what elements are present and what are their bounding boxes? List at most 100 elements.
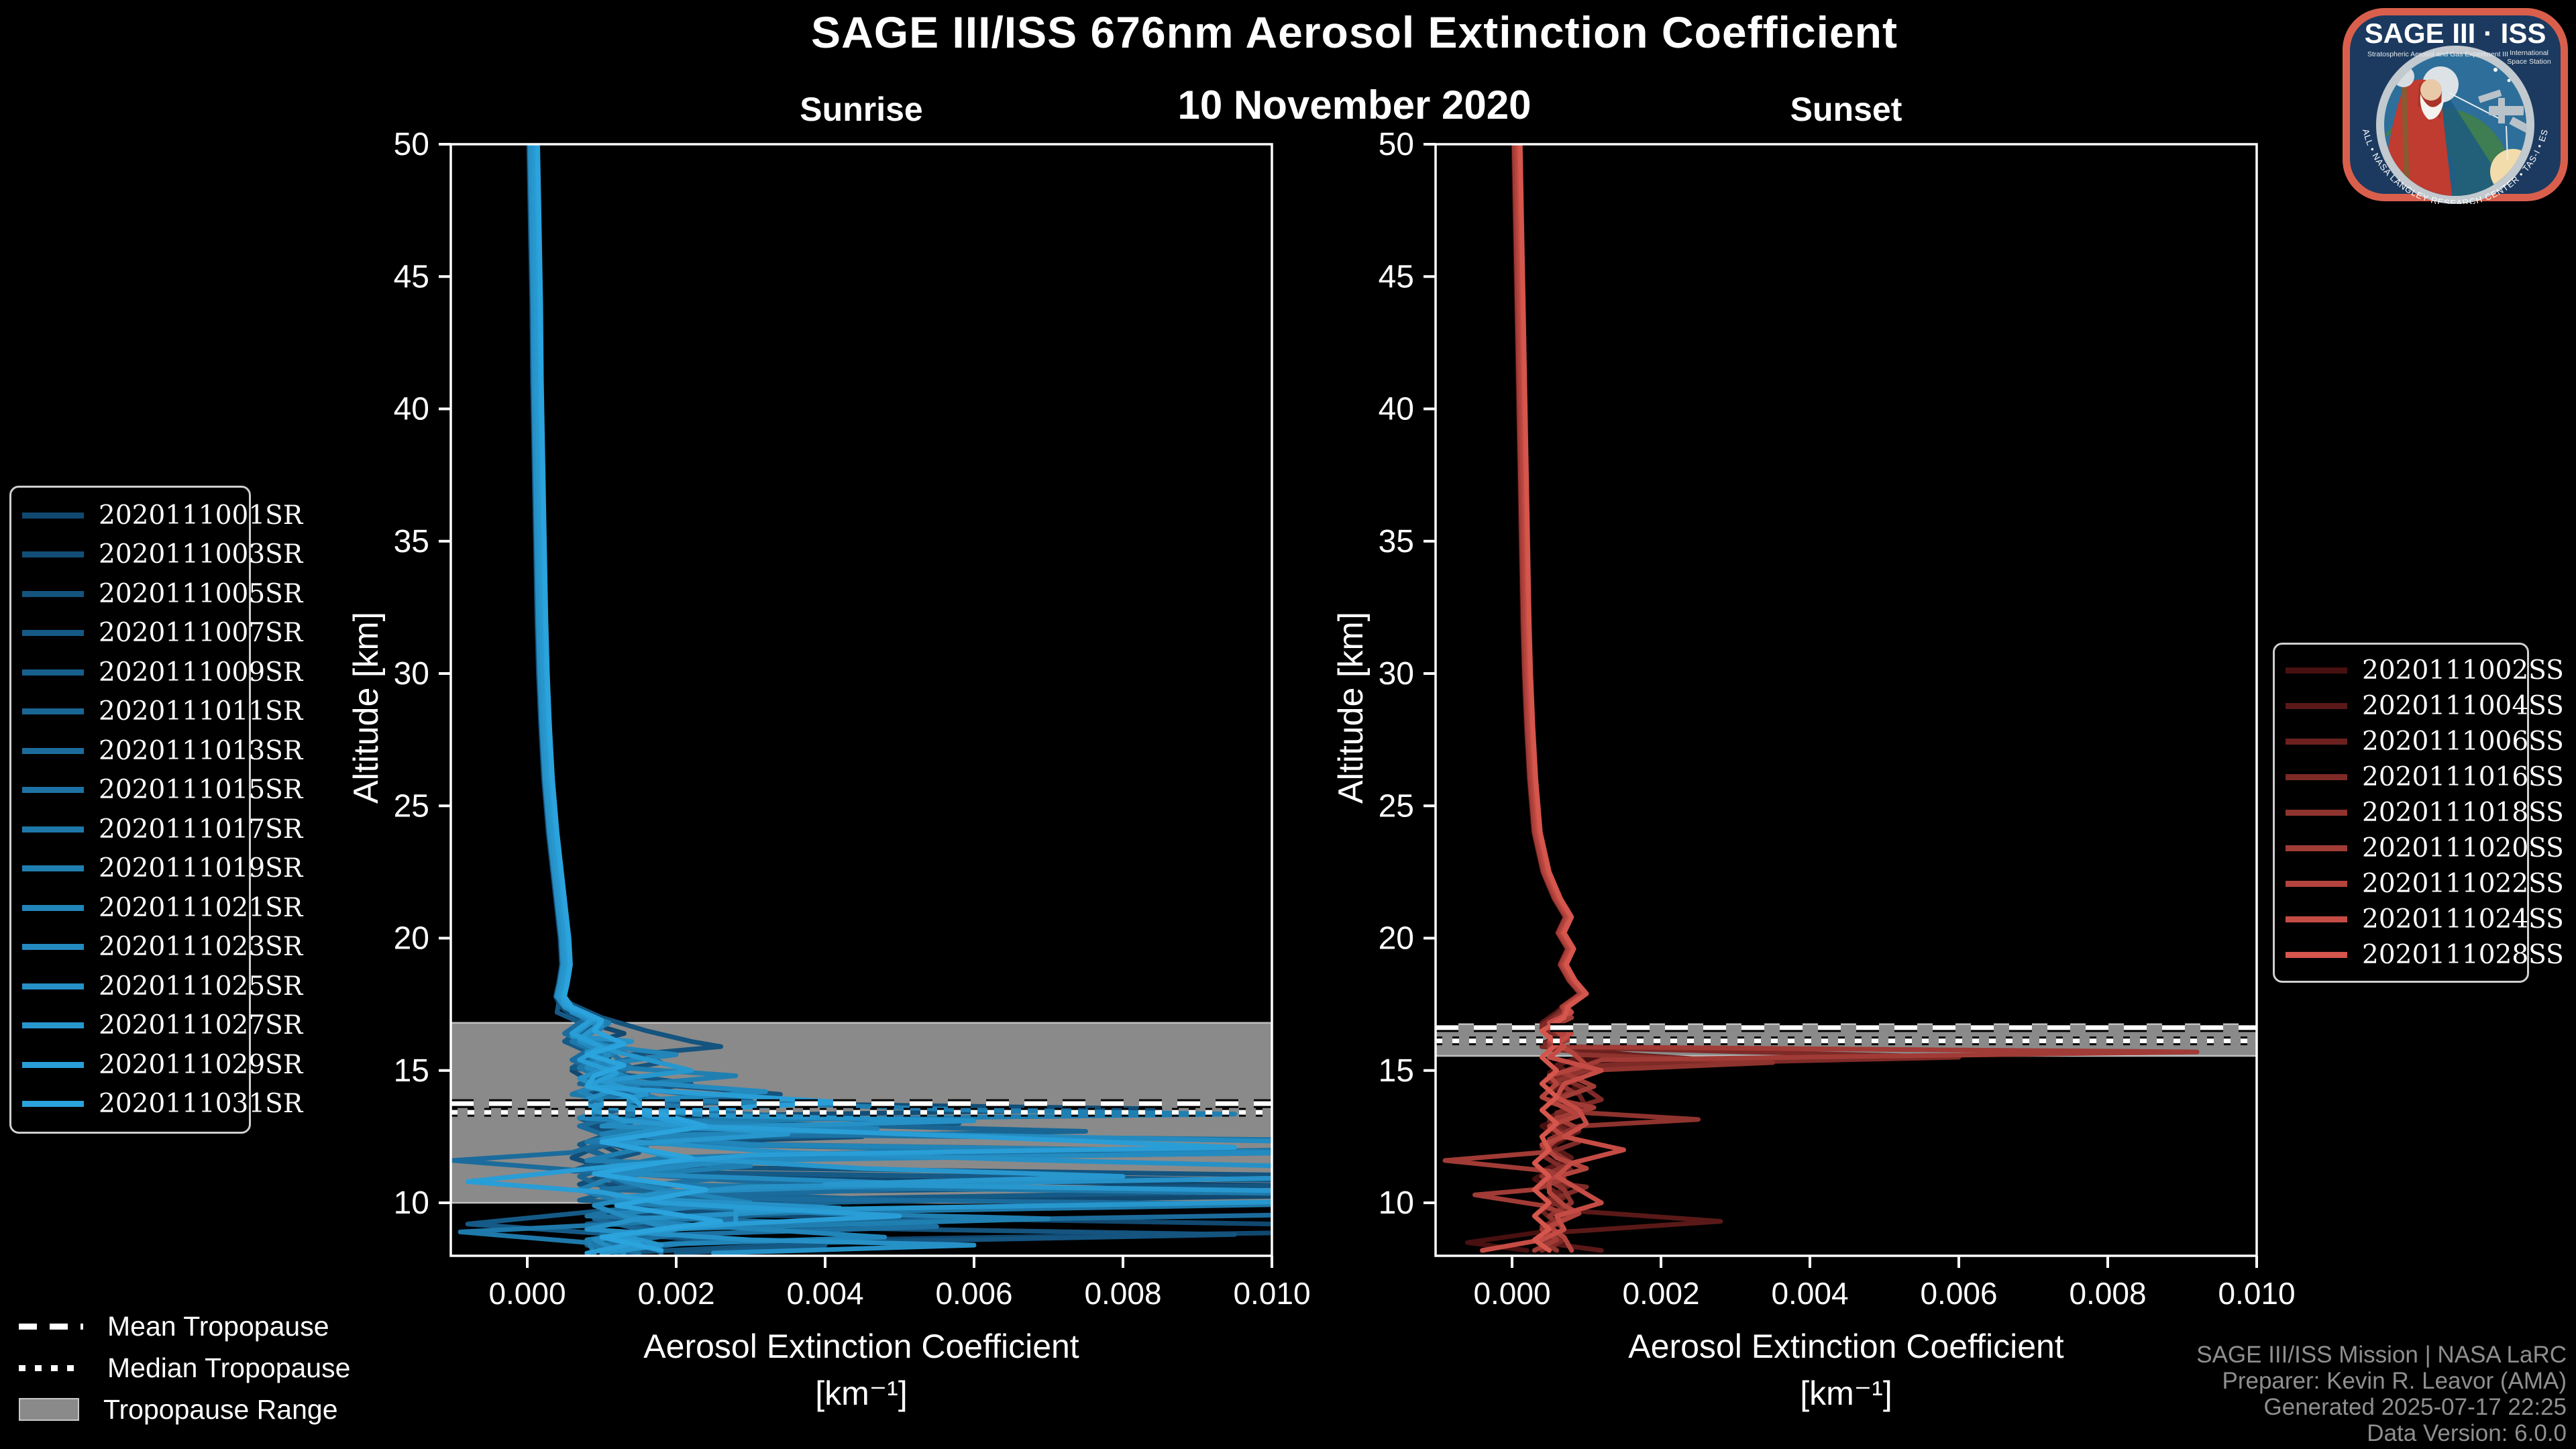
sunset-axes-border <box>1434 143 2258 1257</box>
series-name-label: 2020111031SR <box>99 1089 303 1120</box>
credits-block: SAGE III/ISS Mission | NASA LaRC Prepare… <box>2196 1342 2567 1446</box>
series-color-swatch <box>2286 774 2347 780</box>
series-color-swatch <box>22 865 84 872</box>
series-color-swatch <box>22 787 84 794</box>
legend-item-tropopause-range: Tropopause Range <box>19 1389 350 1430</box>
series-name-label: 2020111025SR <box>99 971 303 1002</box>
dotted-line-swatch <box>19 1364 83 1371</box>
series-name-label: 2020111029SR <box>99 1049 303 1080</box>
series-name-label: 2020111009SR <box>99 657 303 688</box>
legend-item: 2020111002SS <box>2286 653 2564 688</box>
credit-mission: SAGE III/ISS Mission | NASA LaRC <box>2196 1342 2567 1368</box>
y-tick-label: 45 <box>394 259 429 294</box>
legend-item: 2020111024SS <box>2286 902 2564 937</box>
x-tick-label: 0.000 <box>488 1276 566 1311</box>
y-tick-label: 15 <box>1379 1053 1414 1089</box>
y-tick-label: 35 <box>394 524 429 559</box>
x-tick-label: 0.002 <box>637 1276 714 1311</box>
sage-iii-iss-logo: SAGE III · ISS Stratospheric Aerosol and… <box>2340 5 2568 204</box>
series-color-swatch <box>22 1101 84 1108</box>
legend-item: 2020111006SS <box>2286 724 2564 759</box>
series-color-swatch <box>2286 845 2347 851</box>
y-tick-label: 50 <box>394 127 429 162</box>
series-name-label: 2020111023SR <box>99 932 303 963</box>
series-name-label: 2020111028SS <box>2362 940 2564 970</box>
x-tick-label: 0.010 <box>1233 1276 1310 1311</box>
y-axis-label-sunset: Altitude [km] <box>1332 611 1371 804</box>
series-color-swatch <box>22 1022 84 1029</box>
tropopause-range-label: Tropopause Range <box>103 1393 338 1425</box>
legend-item: 2020111023SR <box>22 928 303 967</box>
legend-item: 2020111027SR <box>22 1006 303 1046</box>
legend-item: 2020111011SR <box>22 692 303 732</box>
x-tick-label: 0.002 <box>1622 1276 1699 1311</box>
x-axis-label-line2: [km⁻¹] <box>815 1375 908 1412</box>
series-line-2020111002SS <box>1464 144 1634 1253</box>
series-name-label: 2020111013SR <box>99 735 303 766</box>
legend-item: 2020111001SR <box>22 496 303 535</box>
series-name-label: 2020111005SR <box>99 578 303 609</box>
credit-preparer: Preparer: Kevin R. Leavor (AMA) <box>2222 1368 2567 1394</box>
mean-tropopause-label: Mean Tropopause <box>107 1310 329 1342</box>
series-color-swatch <box>22 944 84 951</box>
y-tick-label: 20 <box>1379 921 1414 957</box>
credit-generated: Generated 2025-07-17 22:25 <box>2263 1394 2567 1420</box>
series-color-swatch <box>22 826 84 833</box>
credit-data-version: Data Version: 6.0.0 <box>2367 1420 2567 1446</box>
series-color-swatch <box>22 708 84 715</box>
series-name-label: 2020111007SR <box>99 618 303 649</box>
y-tick-label: 30 <box>1379 656 1414 692</box>
x-tick-label: 0.004 <box>1771 1276 1848 1311</box>
series-name-label: 2020111006SS <box>2362 727 2564 757</box>
logo-title: SAGE III · ISS <box>2365 17 2546 49</box>
series-name-label: 2020111002SS <box>2362 655 2564 686</box>
x-tick-label: 0.006 <box>1920 1276 1997 1311</box>
median-tropopause-label: Median Tropopause <box>107 1352 351 1383</box>
x-tick-label: 0.010 <box>2218 1276 2295 1311</box>
series-name-label: 2020111004SS <box>2362 691 2564 721</box>
sunset-plot-area <box>1436 144 2257 1253</box>
series-color-swatch <box>22 551 84 558</box>
dashed-line-swatch <box>19 1323 83 1330</box>
legend-item: 2020111029SR <box>22 1045 303 1085</box>
sunrise-legend: 2020111001SR 2020111003SR 2020111005SR 2020… <box>9 486 303 1134</box>
y-tick-label: 40 <box>1379 392 1414 427</box>
logo-subtitle-right2: Space Station <box>2507 58 2551 66</box>
y-tick-label: 50 <box>1379 127 1414 162</box>
legend-item: 2020111017SR <box>22 810 303 849</box>
series-color-swatch <box>22 630 84 637</box>
x-tick-label: 0.000 <box>1473 1276 1550 1311</box>
sight-lines <box>2448 92 2508 160</box>
series-name-label: 2020111003SR <box>99 539 303 570</box>
y-tick-label: 10 <box>394 1185 429 1221</box>
y-tick-label: 35 <box>1379 524 1414 559</box>
series-name-label: 2020111022SS <box>2362 869 2564 899</box>
legend-item: 2020111005SR <box>22 574 303 614</box>
logo-subtitle-left: Stratospheric Aerosol and Gas Experiment… <box>2367 50 2508 58</box>
y-tick-label: 25 <box>1379 788 1414 824</box>
series-color-swatch <box>22 983 84 989</box>
x-tick-label: 0.008 <box>2069 1276 2146 1311</box>
series-name-label: 2020111021SR <box>99 892 303 923</box>
legend-item: 2020111022SS <box>2286 866 2564 902</box>
series-name-label: 2020111017SR <box>99 814 303 845</box>
series-color-swatch <box>2286 916 2347 922</box>
legend-item: 2020111013SR <box>22 731 303 771</box>
series-name-label: 2020111011SR <box>99 696 303 727</box>
legend-item: 2020111016SS <box>2286 759 2564 795</box>
legend-item: 2020111021SR <box>22 888 303 928</box>
x-tick-label: 0.004 <box>786 1276 863 1311</box>
x-tick-label: 0.008 <box>1084 1276 1161 1311</box>
legend-item: 2020111018SS <box>2286 795 2564 830</box>
series-color-swatch <box>22 904 84 911</box>
series-color-swatch <box>22 747 84 754</box>
y-tick-label: 45 <box>1379 259 1414 294</box>
x-axis-label-line1: Aerosol Extinction Coefficient <box>643 1328 1079 1365</box>
gray-patch-swatch <box>19 1398 79 1421</box>
legend-item: 2020111031SR <box>22 1085 303 1124</box>
y-tick-label: 10 <box>1379 1185 1414 1221</box>
series-name-label: 2020111027SR <box>99 1010 303 1041</box>
y-tick-label: 30 <box>394 656 429 692</box>
